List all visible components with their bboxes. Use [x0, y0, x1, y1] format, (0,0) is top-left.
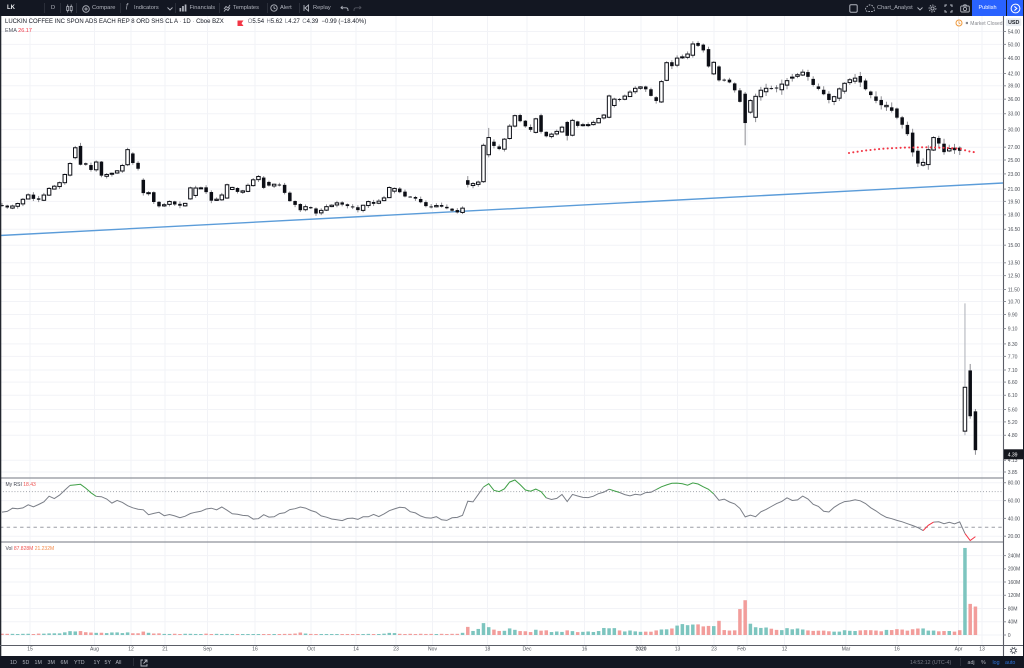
svg-text:13.50: 13.50: [1008, 261, 1021, 267]
svg-text:4.80: 4.80: [1008, 433, 1018, 439]
svg-text:16: 16: [582, 647, 588, 653]
svg-text:46.00: 46.00: [1008, 56, 1021, 62]
svg-text:40M: 40M: [1008, 620, 1018, 626]
svg-text:0: 0: [1008, 633, 1011, 639]
svg-text:10.70: 10.70: [1008, 299, 1021, 305]
svg-text:200M: 200M: [1008, 567, 1020, 573]
svg-text:240M: 240M: [1008, 554, 1020, 560]
svg-text:7.70: 7.70: [1008, 354, 1018, 360]
svg-text:9.90: 9.90: [1008, 312, 1018, 318]
svg-text:4.13: 4.13: [1008, 458, 1018, 464]
svg-text:23.00: 23.00: [1008, 172, 1021, 178]
svg-text:30.00: 30.00: [1008, 128, 1021, 134]
svg-text:4.39: 4.39: [1008, 452, 1018, 458]
svg-text:2020: 2020: [635, 647, 646, 653]
svg-text:25.00: 25.00: [1008, 158, 1021, 164]
svg-text:12: 12: [782, 647, 788, 653]
svg-text:16.50: 16.50: [1008, 227, 1021, 233]
svg-text:Feb: Feb: [737, 647, 746, 653]
svg-text:18.00: 18.00: [1008, 213, 1021, 219]
svg-text:60.00: 60.00: [1008, 498, 1021, 504]
svg-text:12: 12: [128, 647, 134, 653]
svg-text:50.00: 50.00: [1008, 42, 1021, 48]
svg-text:16: 16: [894, 647, 900, 653]
svg-text:20.00: 20.00: [1008, 534, 1021, 540]
svg-text:Aug: Aug: [90, 647, 99, 653]
svg-text:5.60: 5.60: [1008, 407, 1018, 413]
svg-text:9.10: 9.10: [1008, 327, 1018, 333]
svg-text:80M: 80M: [1008, 606, 1018, 612]
svg-text:6.10: 6.10: [1008, 393, 1018, 399]
svg-text:Sep: Sep: [203, 647, 212, 653]
svg-text:36.00: 36.00: [1008, 97, 1021, 103]
svg-text:40.00: 40.00: [1008, 516, 1021, 522]
svg-text:19.50: 19.50: [1008, 199, 1021, 205]
svg-text:18: 18: [485, 647, 491, 653]
svg-text:33.00: 33.00: [1008, 112, 1021, 118]
svg-text:13: 13: [979, 647, 985, 653]
svg-text:5.20: 5.20: [1008, 420, 1018, 426]
svg-text:15: 15: [27, 647, 33, 653]
svg-text:Oct: Oct: [307, 647, 315, 653]
svg-text:21: 21: [162, 647, 168, 653]
svg-text:54.00: 54.00: [1008, 29, 1021, 35]
svg-text:15.00: 15.00: [1008, 243, 1021, 249]
svg-text:Mar: Mar: [842, 647, 851, 653]
svg-text:12.50: 12.50: [1008, 274, 1021, 280]
svg-text:7.10: 7.10: [1008, 368, 1018, 374]
svg-text:160M: 160M: [1008, 580, 1020, 586]
svg-text:80.00: 80.00: [1008, 481, 1021, 487]
svg-text:Nov: Nov: [428, 647, 437, 653]
svg-text:11.50: 11.50: [1008, 287, 1020, 293]
svg-text:39.00: 39.00: [1008, 84, 1021, 90]
svg-text:23: 23: [711, 647, 717, 653]
svg-text:13: 13: [675, 647, 681, 653]
svg-text:21.00: 21.00: [1008, 187, 1021, 193]
svg-text:27.00: 27.00: [1008, 145, 1021, 151]
svg-text:16: 16: [252, 647, 258, 653]
svg-text:Dec: Dec: [523, 647, 532, 653]
svg-text:8.30: 8.30: [1008, 342, 1018, 348]
svg-text:6.60: 6.60: [1008, 380, 1018, 386]
svg-text:3.85: 3.85: [1008, 470, 1018, 476]
svg-text:120M: 120M: [1008, 593, 1020, 599]
svg-text:Market Closed: Market Closed: [970, 21, 1002, 27]
svg-text:Apr: Apr: [955, 647, 963, 653]
svg-text:42.00: 42.00: [1008, 71, 1021, 77]
svg-text:23: 23: [393, 647, 399, 653]
svg-text:USD: USD: [1008, 20, 1019, 26]
svg-text:14: 14: [353, 647, 359, 653]
